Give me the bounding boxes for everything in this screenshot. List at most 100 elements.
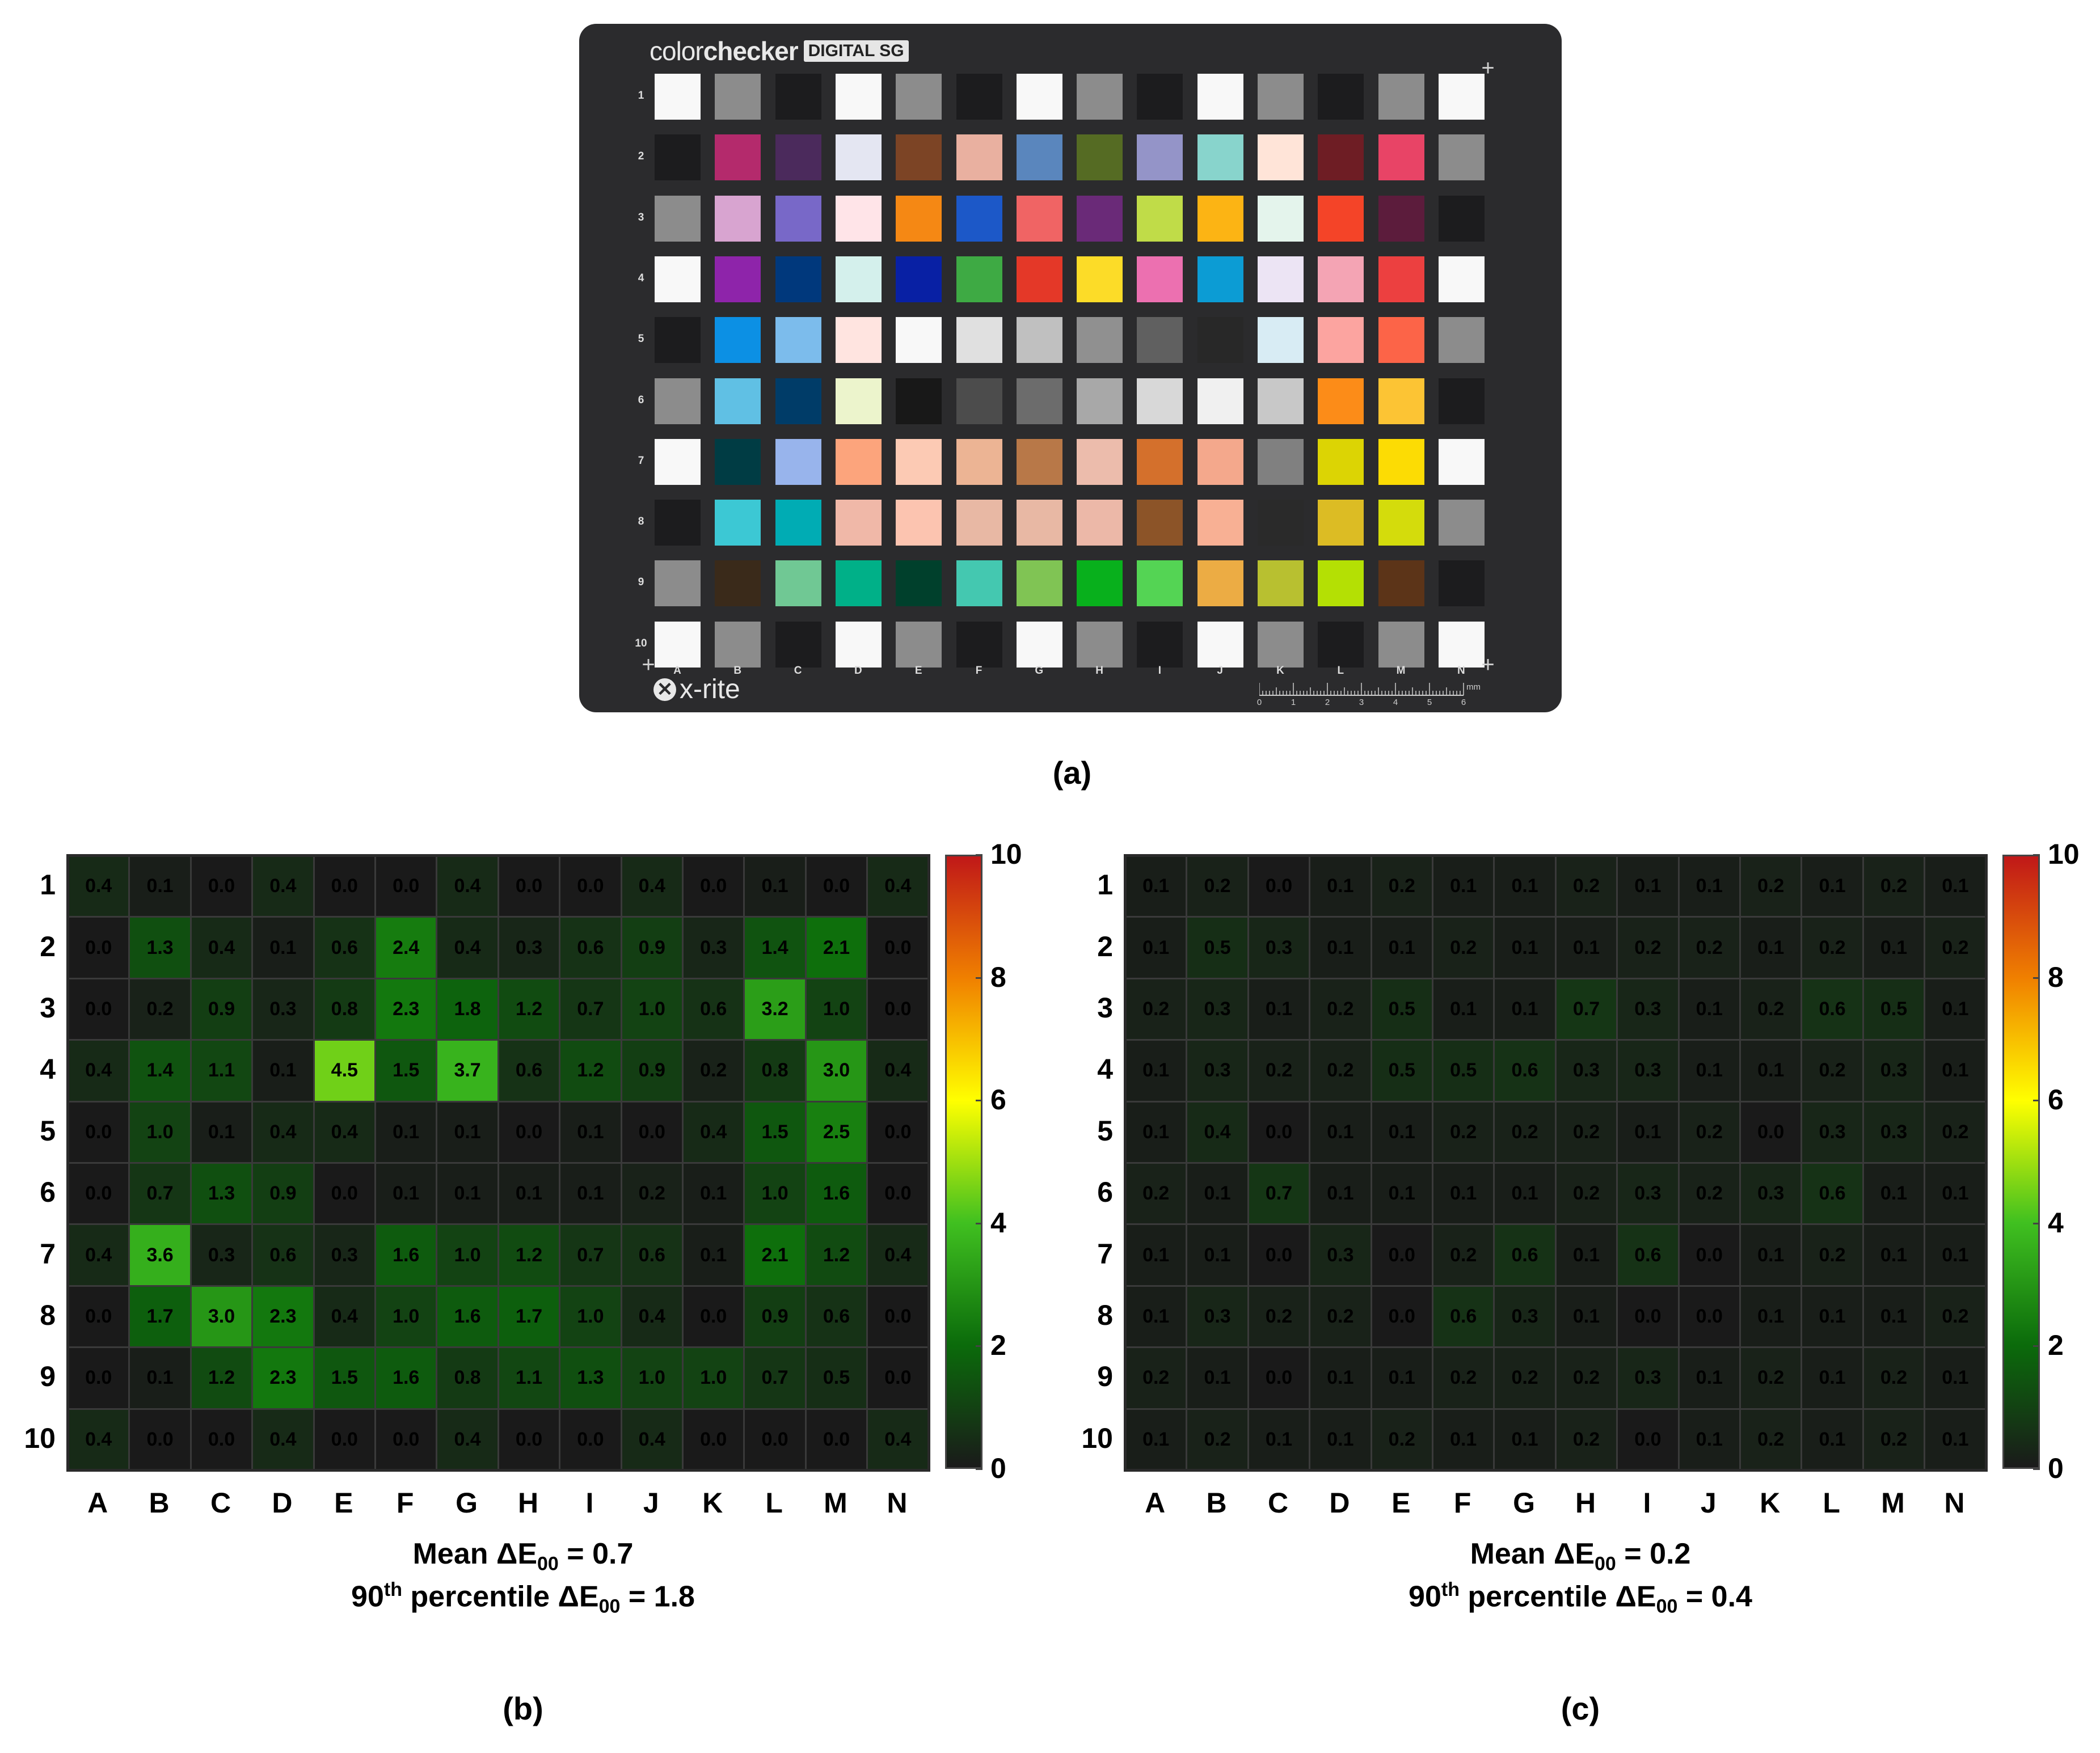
- registration-cross-icon: +: [642, 652, 655, 677]
- color-patch: [1137, 378, 1183, 424]
- heatmap-cell: 0.1: [1309, 1346, 1372, 1410]
- patch-col-label: D: [854, 665, 862, 677]
- colorbar-tick: [976, 854, 982, 856]
- colorbar-tick: [2033, 1345, 2040, 1348]
- colorbar-tick-label: 0: [990, 1452, 1006, 1484]
- xrite-logo: ✕ x-rite: [653, 674, 740, 705]
- color-patch: [1378, 560, 1424, 607]
- patch-col-label: N: [1457, 665, 1465, 677]
- heatmap-cell: 1.0: [559, 1285, 622, 1349]
- color-patch: [715, 74, 761, 120]
- heatmap-col-label: M: [1881, 1487, 1905, 1519]
- colorbar-tick-label: 2: [990, 1329, 1006, 1362]
- color-patch: [1258, 74, 1304, 120]
- heatmap-cell: 0.1: [1677, 855, 1741, 918]
- color-patch: [1318, 134, 1364, 181]
- color-patch: [775, 621, 821, 668]
- heatmap-row-label: 9: [1097, 1361, 1113, 1393]
- heatmap-cell: 0.3: [1862, 1100, 1926, 1164]
- p90-sup: th: [383, 1579, 402, 1600]
- heatmap-cell: 0.0: [866, 916, 930, 979]
- heatmap-cell: 0.5: [1186, 916, 1249, 979]
- color-patch: [1318, 256, 1364, 302]
- color-patch: [775, 378, 821, 424]
- heatmap-cell: 1.0: [620, 977, 684, 1041]
- patch-col-label: M: [1396, 665, 1406, 677]
- p90-label: percentile ΔE: [402, 1580, 599, 1613]
- color-patch: [1318, 500, 1364, 546]
- color-patch: [835, 378, 882, 424]
- heatmap-col-label: E: [1391, 1487, 1411, 1519]
- patch-row-label: 10: [635, 637, 647, 649]
- heatmap-col-label: G: [1513, 1487, 1536, 1519]
- heatmap-cell: 0.0: [313, 855, 376, 918]
- heatmap-col-label: N: [1944, 1487, 1965, 1519]
- color-patch: [1258, 134, 1304, 181]
- heatmap-cell: 0.4: [866, 1039, 930, 1103]
- heatmap-row-label: 10: [24, 1422, 56, 1454]
- heatmap-cell: 0.0: [559, 855, 622, 918]
- heatmap-row-label: 3: [1097, 992, 1113, 1024]
- color-patch: [1077, 256, 1123, 302]
- color-patch: [835, 317, 882, 364]
- heatmap-cell: 0.0: [866, 1162, 930, 1226]
- color-patch: [1197, 195, 1243, 242]
- color-patch: [1438, 256, 1485, 302]
- patch-col-label: E: [914, 665, 922, 677]
- heatmap-cell: 0.1: [1862, 916, 1926, 979]
- color-patch: [1137, 256, 1183, 302]
- color-patch: [956, 438, 1002, 485]
- heatmap-cell: 0.6: [313, 916, 376, 979]
- heatmap-cell: 0.1: [1370, 1346, 1433, 1410]
- color-patch: [1197, 438, 1243, 485]
- p90-sub: 00: [1656, 1595, 1678, 1617]
- color-patch: [1137, 195, 1183, 242]
- heatmap-col-label: F: [1453, 1487, 1471, 1519]
- color-patch: [1197, 317, 1243, 364]
- heatmap-cell: 0.8: [313, 977, 376, 1041]
- color-patch: [655, 134, 701, 181]
- heatmap-cell: 0.3: [1616, 1162, 1680, 1226]
- color-patch: [1016, 560, 1062, 607]
- heatmap-row-label: 8: [40, 1299, 56, 1331]
- heatmap-cell: 0.1: [497, 1162, 561, 1226]
- color-patch: [956, 134, 1002, 181]
- heatmap-cell: 0.7: [559, 977, 622, 1041]
- color-patch: [896, 560, 942, 607]
- heatmap-cell: 0.0: [497, 855, 561, 918]
- colorbar-tick: [2033, 1468, 2040, 1470]
- color-patch: [715, 438, 761, 485]
- color-patch: [1077, 378, 1123, 424]
- brand-light-text: color: [650, 36, 704, 66]
- ruler-label: 3: [1359, 698, 1364, 707]
- color-patch: [1077, 560, 1123, 607]
- heatmap-col-label: H: [1575, 1487, 1596, 1519]
- color-patch: [1077, 74, 1123, 120]
- heatmap-cell: 0.1: [1677, 1039, 1741, 1103]
- heatmap-cell: 0.1: [1493, 916, 1557, 979]
- heatmap-cell: 0.1: [1124, 1039, 1188, 1103]
- heatmap-cell: 3.0: [804, 1039, 868, 1103]
- color-patch: [715, 621, 761, 668]
- heatmap-cell: 0.1: [1493, 855, 1557, 918]
- color-patch: [1197, 621, 1243, 668]
- heatmap-cell: 0.1: [1616, 1100, 1680, 1164]
- color-patch: [1016, 134, 1062, 181]
- color-patch: [775, 134, 821, 181]
- heatmap-col-label: K: [1760, 1487, 1781, 1519]
- colorbar-tick: [976, 1222, 982, 1224]
- color-patch: [835, 500, 882, 546]
- heatmap-cell: 0.7: [743, 1346, 807, 1410]
- heatmap-cell: 1.2: [804, 1223, 868, 1287]
- patch-row-label: 9: [638, 576, 644, 589]
- heatmap-row-label: 4: [40, 1053, 56, 1085]
- p90-delta-e-c: 90th percentile ΔE00 = 0.4: [1325, 1579, 1836, 1618]
- color-patch: [775, 256, 821, 302]
- heatmap-cell: 0.4: [251, 1408, 315, 1471]
- heatmap-cell: 0.1: [1309, 1162, 1372, 1226]
- heatmap-col-label: I: [585, 1487, 594, 1519]
- heatmap-cell: 0.9: [743, 1285, 807, 1349]
- color-patch: [1438, 195, 1485, 242]
- heatmap-col-label: I: [1643, 1487, 1651, 1519]
- heatmap-cell: 1.4: [128, 1039, 192, 1103]
